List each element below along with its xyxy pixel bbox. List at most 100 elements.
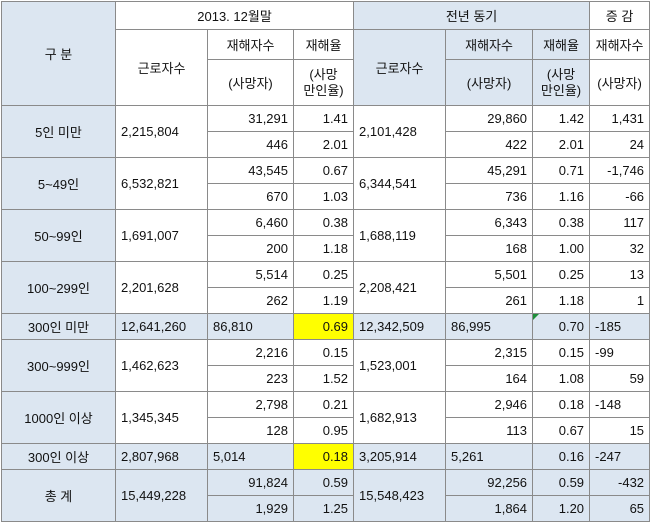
total-prev-death-rate: 1.20 [532,495,591,522]
subtotal-under300-cur-injured: 86,810 [207,313,294,340]
total-label: 총 계 [1,469,116,522]
cur-deaths: 670 [207,183,294,210]
cur-injured: 2,216 [207,339,294,366]
header-chg-deaths: (사망자) [589,59,651,106]
total-cur-injured: 91,824 [207,469,294,496]
total-prev-injured: 92,256 [445,469,534,496]
prev-injured: 45,291 [445,157,534,184]
prev-deaths: 736 [445,183,534,210]
chg-injured: -99 [589,339,651,366]
header-cur-deaths: (사망자) [207,59,294,106]
prev-deaths: 422 [445,131,534,158]
chg-injured: -148 [589,391,651,418]
header-prev-injured: 재해자수 [445,29,534,60]
row-label: 5인 미만 [1,105,116,158]
subtotal-over300-prev-workers: 3,205,914 [353,443,447,470]
cur-deaths: 128 [207,417,294,444]
header-period-current: 2013. 12월말 [114,1,355,30]
subtotal-under300-label: 300인 미만 [1,313,116,340]
cur-rate: 1.41 [292,105,355,132]
prev-injured: 2,315 [445,339,534,366]
subtotal-under300-change: -185 [589,313,651,340]
cur-injured: 43,545 [207,157,294,184]
header-chg-injured: 재해자수 [589,29,651,60]
cur-rate: 0.25 [292,261,355,288]
cur-workers: 1,462,623 [115,339,208,392]
header-cur-workers: 근로자수 [115,29,208,106]
prev-rate: 1.42 [532,105,591,132]
subtotal-over300-label: 300인 이상 [1,443,116,470]
prev-workers: 6,344,541 [353,157,447,210]
prev-workers: 2,101,428 [353,105,447,158]
row-label: 5~49인 [1,157,116,210]
prev-rate: 0.38 [532,209,591,236]
header-change: 증 감 [589,1,651,30]
total-chg-deaths: 65 [589,495,651,522]
subtotal-over300-cur-injured: 5,014 [207,443,294,470]
subtotal-under300-prev-workers: 12,342,509 [353,313,447,340]
prev-injured: 6,343 [445,209,534,236]
row-label: 100~299인 [1,261,116,314]
row-label: 1000인 이상 [1,391,116,444]
subtotal-over300-cur-rate: 0.18 [292,443,355,470]
cur-workers: 6,532,821 [115,157,208,210]
prev-deaths: 261 [445,287,534,314]
prev-death-rate: 0.67 [532,417,591,444]
prev-death-rate: 1.08 [532,365,591,392]
cur-rate: 0.67 [292,157,355,184]
total-cur-death-rate: 1.25 [292,495,355,522]
chg-deaths: 32 [589,235,651,262]
cur-injured: 2,798 [207,391,294,418]
cur-rate: 0.21 [292,391,355,418]
cur-workers: 1,691,007 [115,209,208,262]
cur-deaths: 446 [207,131,294,158]
total-cur-deaths: 1,929 [207,495,294,522]
prev-injured: 2,946 [445,391,534,418]
cur-death-rate: 1.18 [292,235,355,262]
prev-death-rate: 2.01 [532,131,591,158]
prev-deaths: 168 [445,235,534,262]
prev-workers: 1,682,913 [353,391,447,444]
header-prev-deaths: (사망자) [445,59,534,106]
cur-workers: 2,215,804 [115,105,208,158]
header-prev-injury-rate: 재해율 [532,29,591,60]
prev-workers: 1,688,119 [353,209,447,262]
prev-workers: 1,523,001 [353,339,447,392]
cur-deaths: 200 [207,235,294,262]
prev-workers: 2,208,421 [353,261,447,314]
prev-death-rate: 1.00 [532,235,591,262]
subtotal-over300-cur-workers: 2,807,968 [115,443,208,470]
cur-injured: 31,291 [207,105,294,132]
cur-death-rate: 1.03 [292,183,355,210]
total-cur-rate: 0.59 [292,469,355,496]
total-prev-workers: 15,548,423 [353,469,447,522]
total-prev-deaths: 1,864 [445,495,534,522]
header-prev-workers: 근로자수 [353,29,447,106]
subtotal-over300-change: -247 [589,443,651,470]
chg-deaths: 59 [589,365,651,392]
cur-injured: 6,460 [207,209,294,236]
chg-deaths: -66 [589,183,651,210]
prev-rate: 0.15 [532,339,591,366]
subtotal-over300-prev-rate: 0.16 [532,443,591,470]
header-cur-death-rate: (사망 만인율) [292,59,355,106]
prev-rate: 0.25 [532,261,591,288]
header-prev-death-rate: (사망 만인율) [532,59,591,106]
row-label: 50~99인 [1,209,116,262]
chg-injured: 1,431 [589,105,651,132]
header-cur-injury-rate: 재해율 [292,29,355,60]
cur-death-rate: 0.95 [292,417,355,444]
chg-deaths: 1 [589,287,651,314]
chg-deaths: 15 [589,417,651,444]
subtotal-under300-prev-rate: 0.70 [532,313,591,340]
cur-deaths: 262 [207,287,294,314]
cur-death-rate: 2.01 [292,131,355,158]
header-cur-injured: 재해자수 [207,29,294,60]
cur-workers: 2,201,628 [115,261,208,314]
prev-deaths: 164 [445,365,534,392]
row-label: 300~999인 [1,339,116,392]
prev-injured: 5,501 [445,261,534,288]
cur-rate: 0.38 [292,209,355,236]
chg-injured: -1,746 [589,157,651,184]
